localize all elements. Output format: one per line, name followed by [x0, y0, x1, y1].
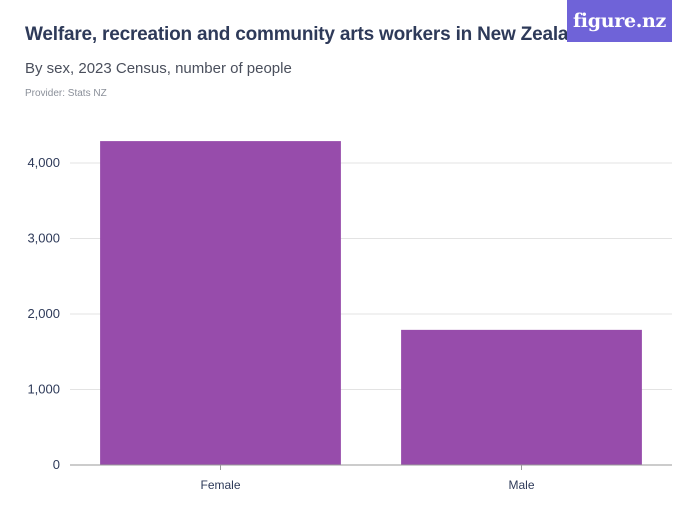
bar-male[interactable] [401, 329, 642, 465]
bars [100, 141, 642, 466]
x-tick-label: Male [508, 478, 534, 492]
provider-credit: Provider: Stats NZ [25, 88, 107, 99]
x-axis-ticks: Female Male [200, 465, 535, 492]
y-tick-label: 2,000 [27, 306, 60, 321]
chart-title: Welfare, recreation and community arts w… [25, 24, 592, 45]
y-tick-label: 1,000 [27, 382, 60, 397]
y-tick-label: 0 [53, 457, 60, 472]
x-tick-label: Female [200, 478, 240, 492]
figure-nz-logo[interactable]: figure.nz [567, 0, 672, 42]
chart-subtitle: By sex, 2023 Census, number of people [25, 60, 292, 77]
y-axis-ticks: 0 1,000 2,000 3,000 4,000 [27, 155, 60, 472]
y-tick-label: 3,000 [27, 231, 60, 246]
y-tick-label: 4,000 [27, 155, 60, 170]
bar-female[interactable] [100, 141, 341, 466]
